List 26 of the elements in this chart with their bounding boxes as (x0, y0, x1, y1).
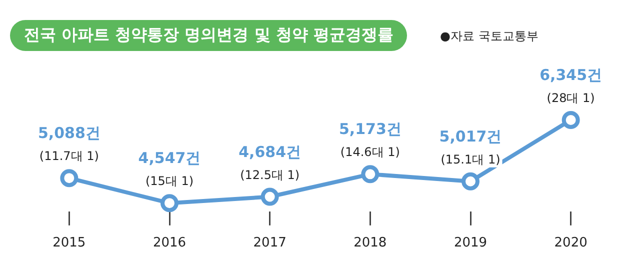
text: ●자료 국토교통부 (440, 29, 538, 43)
point (260, 188, 279, 206)
data-label: 4,684건 (238, 142, 302, 161)
data-label: 5,173건 (338, 120, 402, 138)
point (462, 172, 480, 190)
x-tick-label: 2020 (554, 236, 588, 251)
point (361, 165, 380, 184)
annotation: (15대 1) (145, 174, 194, 188)
annotation: (28대 1) (546, 91, 595, 105)
point (160, 194, 178, 212)
point (60, 169, 78, 188)
chart-title: 전국 아파트 청약통장 명의변경 및 청약 평균경쟁률 (10, 20, 408, 51)
x-tick-label: 2019 (454, 236, 488, 251)
data-label: 6,345건 (540, 66, 602, 84)
data-label: 4,547건 (138, 149, 201, 168)
x-tick-label: 2015 (52, 236, 86, 251)
point (562, 111, 580, 129)
annotation: (14.6대 1) (340, 145, 400, 160)
data-label: 5,088건 (38, 124, 100, 142)
data-label: 5,017건 (439, 127, 502, 146)
x-tick-label: 2017 (253, 236, 286, 251)
x-tick-label: 2016 (152, 236, 186, 251)
annotation: (11.7대 1) (39, 149, 99, 164)
annotation: (12.5대 1) (240, 168, 300, 182)
x-tick-label: 2018 (354, 236, 387, 251)
annotation: (15.1대 1) (440, 152, 500, 166)
